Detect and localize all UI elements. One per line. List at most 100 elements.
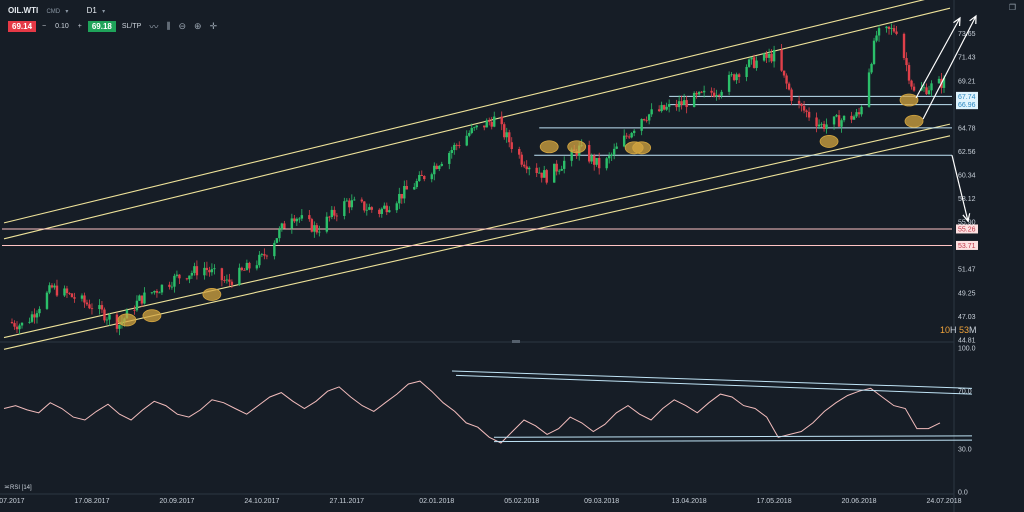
candle	[485, 118, 488, 128]
candle-body	[223, 280, 226, 281]
candle-body	[135, 300, 139, 311]
line-chart-icon[interactable]: 〰	[149, 22, 159, 32]
candle	[45, 290, 49, 310]
candle-body	[632, 130, 636, 134]
candle	[607, 152, 611, 164]
candle	[782, 70, 786, 78]
candle	[300, 209, 304, 221]
candle	[592, 153, 596, 171]
candle-body	[448, 153, 451, 164]
timeframe-dropdown-icon[interactable]: ▾	[102, 9, 106, 15]
candle-body	[115, 314, 119, 329]
candle	[770, 49, 773, 64]
candle-body	[640, 119, 643, 131]
candle	[662, 104, 666, 111]
candle	[857, 107, 861, 118]
candle-body	[570, 149, 573, 161]
candle-body	[905, 58, 908, 66]
price-tick-label: 60.34	[958, 173, 976, 180]
candle-body	[528, 167, 531, 170]
candle-body	[575, 150, 578, 156]
candle	[20, 322, 24, 329]
crosshair-icon[interactable]: ✛	[209, 21, 218, 31]
candle	[508, 129, 511, 148]
arrow-shaft	[915, 17, 961, 99]
sell-button[interactable]: 69.14	[8, 21, 37, 32]
candle-body	[175, 274, 179, 276]
candle	[735, 72, 738, 84]
symbol-label[interactable]: OIL.WTI	[8, 6, 39, 15]
candle	[248, 261, 251, 273]
candle-body	[48, 285, 51, 293]
spread-minus-button[interactable]: −	[42, 23, 47, 30]
restore-window-icon[interactable]: ❐	[1008, 3, 1016, 12]
candle-body	[807, 111, 811, 118]
candle	[73, 292, 76, 303]
candle-body	[435, 165, 438, 169]
candle-body	[855, 112, 858, 117]
candle	[378, 208, 381, 218]
candle-body	[213, 268, 216, 270]
rsi-tick-label: 100.0	[958, 346, 976, 353]
candle	[190, 270, 194, 280]
candle-body	[353, 199, 356, 201]
candle-body	[597, 158, 601, 169]
candle-body	[263, 254, 266, 256]
candle	[388, 206, 391, 213]
candle	[115, 312, 119, 333]
symbol-dropdown-icon[interactable]: ▾	[65, 9, 69, 15]
candle	[850, 111, 853, 124]
candle-body	[802, 106, 806, 111]
candle	[815, 112, 818, 133]
candle-body	[30, 314, 34, 322]
candle	[765, 50, 768, 64]
candle-body	[455, 144, 458, 146]
candle-body	[345, 200, 349, 202]
candle	[500, 111, 503, 131]
candle-body	[560, 168, 563, 171]
candle-body	[772, 49, 776, 62]
candle	[53, 283, 56, 290]
candle-body	[255, 265, 259, 269]
candle-body	[193, 266, 196, 273]
countdown-hours-unit: H	[950, 325, 957, 335]
candle-body	[885, 26, 888, 29]
candle	[717, 93, 721, 100]
candle-body	[822, 123, 826, 129]
buy-button[interactable]: 69.18	[87, 21, 116, 32]
candle-body	[380, 208, 383, 214]
zoom-out-icon[interactable]: ⊖	[178, 21, 187, 31]
candle	[290, 213, 294, 234]
candle-body	[173, 275, 176, 287]
sltp-button[interactable]: SL/TP	[121, 23, 142, 30]
candle-body	[490, 121, 493, 127]
candle	[435, 163, 438, 170]
candle	[280, 222, 284, 232]
zoom-in-icon[interactable]: ⊕	[194, 21, 202, 31]
arrow-head	[953, 16, 961, 27]
candle	[85, 299, 89, 306]
candle-body	[265, 255, 269, 257]
pane-resize-handle	[512, 340, 520, 343]
spread-plus-button[interactable]: +	[77, 23, 82, 30]
candle-body	[475, 125, 478, 128]
candle	[328, 215, 331, 222]
candle	[108, 312, 111, 326]
time-tick-label: 17.08.2017	[74, 498, 109, 505]
candle-body	[90, 308, 94, 310]
candle	[875, 30, 878, 43]
candle-body	[230, 281, 234, 285]
candle-body	[553, 163, 556, 183]
candle-body	[545, 170, 548, 183]
candle-body	[595, 158, 598, 165]
candle	[225, 274, 229, 284]
candles-icon[interactable]: ⫼	[166, 21, 171, 31]
candle	[615, 142, 618, 150]
timeframe-label[interactable]: D1	[86, 6, 97, 15]
candle	[842, 115, 846, 123]
time-tick-label: 13.04.2018	[672, 498, 707, 505]
candle-body	[370, 207, 374, 210]
candle	[892, 24, 896, 33]
candle	[715, 89, 718, 101]
